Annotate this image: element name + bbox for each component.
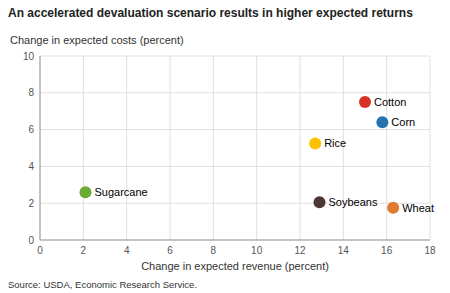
y-grid-line [40, 129, 430, 130]
y-axis-line [40, 56, 41, 240]
chart: An accelerated devaluation scenario resu… [0, 0, 450, 293]
x-tick-label: 12 [294, 245, 306, 256]
point-label: Cotton [374, 96, 406, 108]
x-tick-label: 8 [211, 245, 217, 256]
point [80, 186, 92, 198]
y-tick-label: 4 [28, 161, 34, 172]
x-grid-line [40, 56, 41, 240]
y-axis-label: Change in expected costs (percent) [10, 34, 184, 46]
y-grid-line [40, 166, 430, 167]
point-label: Sugarcane [95, 186, 148, 198]
point [387, 202, 399, 214]
x-grid-line [386, 56, 387, 240]
x-grid-line [256, 56, 257, 240]
x-tick-label: 18 [424, 245, 436, 256]
x-tick-label: 16 [381, 245, 393, 256]
x-tick-label: 0 [37, 245, 43, 256]
x-axis-line [40, 240, 430, 241]
point [314, 196, 326, 208]
title: An accelerated devaluation scenario resu… [8, 6, 413, 20]
x-grid-line [300, 56, 301, 240]
source: Source: USDA, Economic Research Service. [8, 279, 197, 290]
y-tick-label: 8 [28, 87, 34, 98]
point-label: Wheat [402, 202, 434, 214]
points [80, 96, 400, 214]
point-labels: Cotton Corn Rice Sugarcane Soybeans Wheat [95, 96, 434, 214]
y-grid-line [40, 240, 430, 241]
point-label: Soybeans [329, 196, 378, 208]
y-tick-label: 0 [28, 235, 34, 246]
y-tick-label: 6 [28, 124, 34, 135]
point-label: Rice [324, 137, 346, 149]
x-grid-line [213, 56, 214, 240]
y-grid-line [40, 92, 430, 93]
grid [40, 56, 430, 240]
x-grid-line [83, 56, 84, 240]
point [309, 137, 321, 149]
y-tick-label: 10 [23, 51, 35, 62]
x-grid-line [126, 56, 127, 240]
x-grid-line [170, 56, 171, 240]
x-tick-label: 10 [251, 245, 263, 256]
x-tick-label: 2 [81, 245, 87, 256]
x-tick-label: 4 [124, 245, 130, 256]
point-label: Corn [391, 116, 415, 128]
y-tick-label: 2 [28, 198, 34, 209]
point [359, 96, 371, 108]
y-grid-line [40, 56, 430, 57]
x-tick-label: 14 [338, 245, 350, 256]
point [376, 116, 388, 128]
x-axis-label: Change in expected revenue (percent) [141, 260, 329, 272]
x-tick-label: 6 [167, 245, 173, 256]
